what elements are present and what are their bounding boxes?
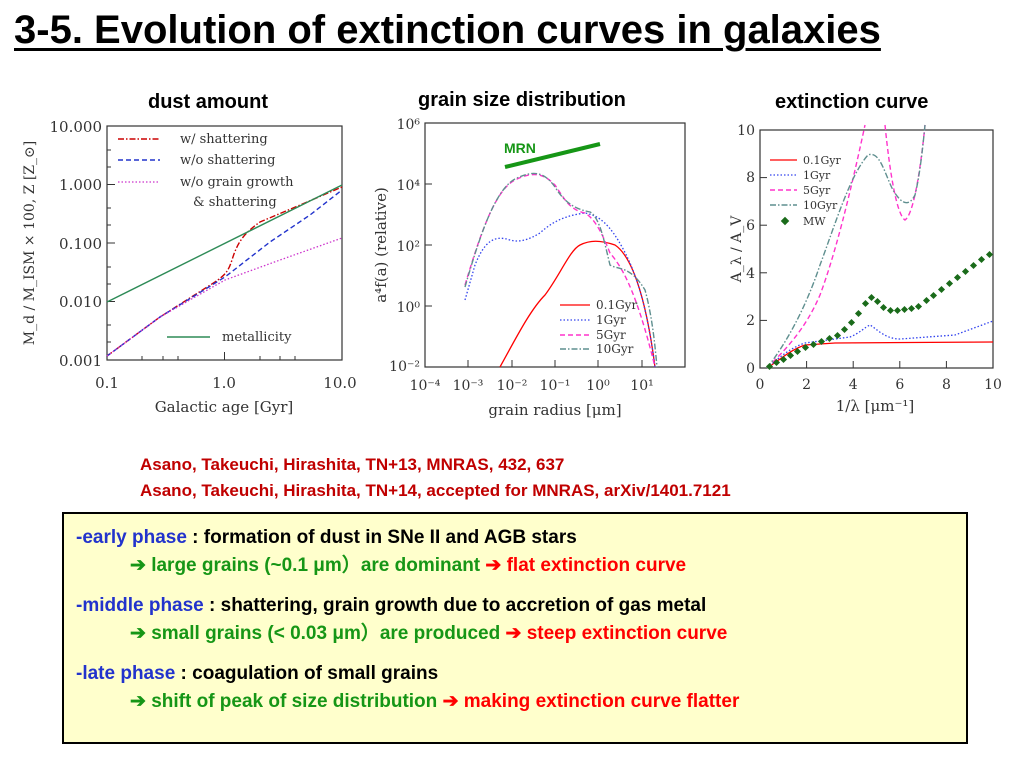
extinction-curve-label: extinction curve [775,91,929,113]
phase-desc: : coagulation of small grains [175,663,439,684]
shattering-curve [106,186,343,357]
mrn-line [504,142,601,169]
grain-size-label: grain size distribution [418,89,626,111]
legend-item: 5Gyr [596,328,626,342]
extinction-plot: 10 8 6 4 2 0 0 2 4 6 8 10 1/λ [μm⁻¹] A_λ… [729,123,1002,415]
ytick: 1.000 [59,176,102,194]
mw-points [765,250,994,371]
legend-item: & shattering [193,195,277,210]
phase-effect: steep extinction curve [526,623,728,644]
xtick: 1.0 [212,374,236,392]
xtick: 8 [942,377,951,393]
arrow-icon: ➔ [505,623,527,644]
legend-item: MW [803,215,826,228]
plot-frame [424,122,686,368]
no-shattering-curve [106,189,343,357]
ytick: 6 [746,218,755,234]
arrow-icon: ➔ [130,691,152,712]
curve-0.1gyr [499,240,656,368]
legend-item: 0.1Gyr [596,298,637,312]
early-phase: -early phase : formation of dust in SNe … [76,524,956,580]
ytick: 0.100 [59,235,102,253]
metallicity-curve [106,184,343,303]
xtick: 10¹ [630,378,653,394]
ytick: 10⁰ [397,300,421,316]
ytick: 10⁻² [389,359,420,375]
legend-item: 1Gyr [803,169,831,182]
curve-10gyr [464,172,658,368]
arrow-icon: ➔ [442,691,464,712]
middle-phase: -middle phase : shattering, grain growth… [76,592,956,648]
late-phase: -late phase : coagulation of small grain… [76,660,956,716]
x-axis-label: Galactic age [Gyr] [155,398,294,416]
ytick: 10.000 [50,118,103,136]
ytick: 2 [746,313,755,329]
xtick: 2 [802,377,811,393]
phase-effect: flat extinction curve [506,555,687,576]
curve-5gyr [464,173,656,368]
ytick: 10⁶ [397,117,421,133]
mrn-label: MRN [504,140,536,156]
phase-label: -early phase [76,527,187,548]
arrow-icon: ➔ [485,555,507,576]
ytick: 8 [746,170,755,186]
legend-item: 1Gyr [596,313,626,327]
phase-label: -late phase [76,663,176,684]
phase-result: small grains (< 0.03 μm）are produced [151,623,506,644]
ytick: 0.001 [59,352,102,370]
ext-10gyr [766,124,926,369]
legend-item: metallicity [222,330,292,345]
slide-title: 3-5. Evolution of extinction curves in g… [14,8,881,52]
xtick: 10⁻² [497,378,528,394]
xtick: 10⁻¹ [540,378,571,394]
reference-line: Asano, Takeuchi, Hirashita, TN+14, accep… [140,481,731,500]
legend-item: 0.1Gyr [803,154,841,167]
legend-item: 5Gyr [803,184,831,197]
ytick: 10⁴ [397,178,421,194]
xtick: 4 [849,377,858,393]
dust-amount-plot: 10.000 1.000 0.100 0.010 0.001 0.1 1.0 1… [22,118,357,416]
phase-result: shift of peak of size distribution [151,691,443,712]
legend-item: 10Gyr [596,342,634,356]
ytick: 10² [397,239,420,255]
xtick: 10⁻³ [453,378,484,394]
ytick: 4 [746,266,755,282]
curve-1gyr [464,212,656,368]
phase-effect: making extinction curve flatter [463,691,740,712]
arrow-icon: ➔ [130,555,152,576]
summary-box: -early phase : formation of dust in SNe … [62,512,968,744]
y-axis-label: a⁴f(a) (relative) [372,187,390,303]
legend-item: w/o shattering [180,153,275,168]
legend-item: 10Gyr [803,199,838,212]
x-axis-label: 1/λ [μm⁻¹] [836,397,914,415]
ytick: 0.010 [59,293,102,311]
ext-1gyr [766,320,994,369]
y-axis-label: M_d / M_ISM × 100, Z [Z_⊙] [22,141,38,346]
x-axis-label: grain radius [μm] [488,401,621,419]
y-axis-label: A_λ / A_V [729,215,745,284]
xtick: 6 [895,377,904,393]
xtick: 10⁻⁴ [410,378,441,394]
ext-0.1gyr [766,341,994,369]
phase-desc: : shattering, grain growth due to accret… [203,595,707,616]
xtick: 0 [756,377,765,393]
ytick: 0 [746,361,755,377]
plot-frame [759,129,994,369]
phase-desc: : formation of dust in SNe II and AGB st… [186,527,577,548]
xtick: 10.0 [323,374,356,392]
legend-item: w/ shattering [180,132,268,147]
grain-size-plot: 10⁶ 10⁴ 10² 10⁰ 10⁻² 10⁻⁴ 10⁻³ 10⁻² 10⁻¹… [372,117,686,419]
legend-item: w/o grain growth [180,175,294,190]
xtick: 10⁰ [586,378,610,394]
xtick: 10 [984,377,1002,393]
xtick: 0.1 [95,374,119,392]
ytick: 10 [737,123,755,139]
phase-label: -middle phase [76,595,204,616]
references: Asano, Takeuchi, Hirashita, TN+13, MNRAS… [140,452,731,504]
arrow-icon: ➔ [130,623,152,644]
reference-line: Asano, Takeuchi, Hirashita, TN+13, MNRAS… [140,455,565,474]
no-growth-curve [106,237,343,357]
dust-amount-label: dust amount [148,91,268,113]
phase-result: large grains (~0.1 μm）are dominant [151,555,486,576]
